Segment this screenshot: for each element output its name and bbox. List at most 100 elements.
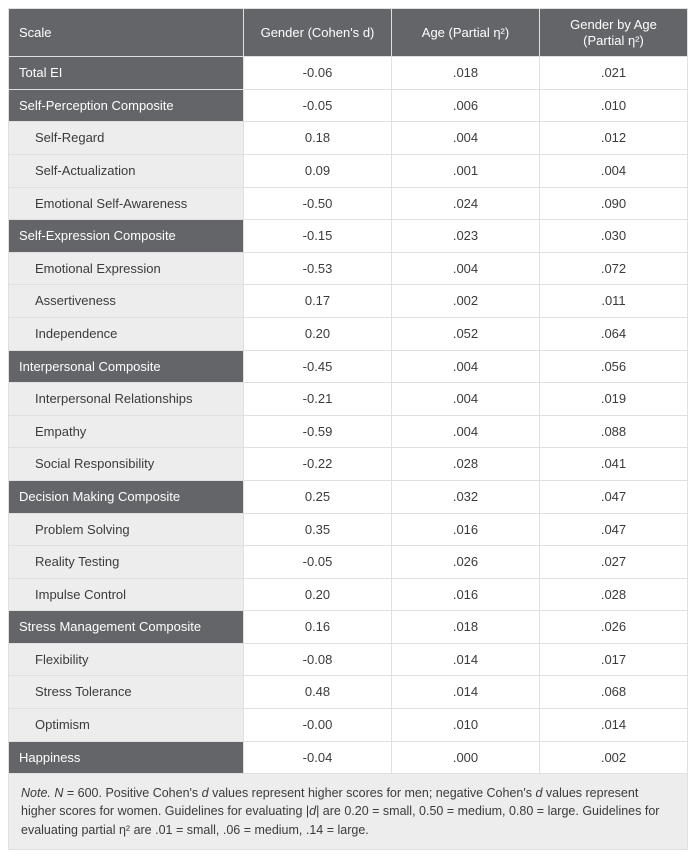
scale-cell: Impulse Control bbox=[9, 578, 244, 611]
gender-age-cell: .004 bbox=[540, 154, 688, 187]
gender-cell: -0.15 bbox=[244, 220, 392, 253]
scale-cell: Total EI bbox=[9, 57, 244, 90]
gender-cell: 0.09 bbox=[244, 154, 392, 187]
age-cell: .004 bbox=[392, 415, 540, 448]
table-row: Reality Testing-0.05.026.027 bbox=[9, 546, 688, 579]
age-cell: .032 bbox=[392, 480, 540, 513]
table-row: Stress Tolerance0.48.014.068 bbox=[9, 676, 688, 709]
table-row: Total EI-0.06.018.021 bbox=[9, 57, 688, 90]
gender-age-cell: .017 bbox=[540, 643, 688, 676]
scale-cell: Interpersonal Composite bbox=[9, 350, 244, 383]
age-cell: .026 bbox=[392, 546, 540, 579]
table-row: Assertiveness0.17.002.011 bbox=[9, 285, 688, 318]
gender-age-cell: .047 bbox=[540, 480, 688, 513]
scale-cell: Decision Making Composite bbox=[9, 480, 244, 513]
table-row: Self-Expression Composite-0.15.023.030 bbox=[9, 220, 688, 253]
scale-cell: Flexibility bbox=[9, 643, 244, 676]
scale-cell: Empathy bbox=[9, 415, 244, 448]
gender-cell: 0.20 bbox=[244, 578, 392, 611]
gender-cell: 0.25 bbox=[244, 480, 392, 513]
gender-cell: 0.17 bbox=[244, 285, 392, 318]
table-row: Self-Actualization0.09.001.004 bbox=[9, 154, 688, 187]
table-row: Problem Solving0.35.016.047 bbox=[9, 513, 688, 546]
scale-cell: Happiness bbox=[9, 741, 244, 774]
table-row: Independence0.20.052.064 bbox=[9, 317, 688, 350]
scale-cell: Self-Perception Composite bbox=[9, 89, 244, 122]
scale-cell: Optimism bbox=[9, 709, 244, 742]
age-cell: .004 bbox=[392, 383, 540, 416]
scale-cell: Self-Regard bbox=[9, 122, 244, 155]
age-cell: .014 bbox=[392, 643, 540, 676]
gender-age-cell: .019 bbox=[540, 383, 688, 416]
table-row: Stress Management Composite0.16.018.026 bbox=[9, 611, 688, 644]
table-row: Emotional Self-Awareness-0.50.024.090 bbox=[9, 187, 688, 220]
gender-cell: -0.45 bbox=[244, 350, 392, 383]
gender-cell: -0.53 bbox=[244, 252, 392, 285]
table-row: Decision Making Composite0.25.032.047 bbox=[9, 480, 688, 513]
gender-cell: -0.05 bbox=[244, 89, 392, 122]
scale-cell: Problem Solving bbox=[9, 513, 244, 546]
gender-age-cell: .027 bbox=[540, 546, 688, 579]
scale-cell: Independence bbox=[9, 317, 244, 350]
gender-cell: 0.20 bbox=[244, 317, 392, 350]
gender-cell: -0.59 bbox=[244, 415, 392, 448]
scale-cell: Interpersonal Relationships bbox=[9, 383, 244, 416]
scale-cell: Reality Testing bbox=[9, 546, 244, 579]
gender-cell: -0.04 bbox=[244, 741, 392, 774]
scale-cell: Self-Expression Composite bbox=[9, 220, 244, 253]
gender-age-cell: .041 bbox=[540, 448, 688, 481]
age-cell: .052 bbox=[392, 317, 540, 350]
scale-cell: Stress Tolerance bbox=[9, 676, 244, 709]
gender-age-cell: .088 bbox=[540, 415, 688, 448]
age-cell: .000 bbox=[392, 741, 540, 774]
age-cell: .018 bbox=[392, 611, 540, 644]
col-header-gender: Gender (Cohen's d) bbox=[244, 9, 392, 57]
gender-cell: 0.48 bbox=[244, 676, 392, 709]
table-note: Note. N = 600. Positive Cohen's d values… bbox=[8, 774, 688, 849]
gender-age-cell: .028 bbox=[540, 578, 688, 611]
table-row: Self-Perception Composite-0.05.006.010 bbox=[9, 89, 688, 122]
age-cell: .023 bbox=[392, 220, 540, 253]
age-cell: .028 bbox=[392, 448, 540, 481]
scale-cell: Assertiveness bbox=[9, 285, 244, 318]
gender-cell: -0.00 bbox=[244, 709, 392, 742]
gender-cell: 0.18 bbox=[244, 122, 392, 155]
gender-cell: -0.22 bbox=[244, 448, 392, 481]
age-cell: .014 bbox=[392, 676, 540, 709]
age-cell: .016 bbox=[392, 578, 540, 611]
table-row: Flexibility-0.08.014.017 bbox=[9, 643, 688, 676]
gender-cell: -0.08 bbox=[244, 643, 392, 676]
gender-age-cell: .011 bbox=[540, 285, 688, 318]
age-cell: .016 bbox=[392, 513, 540, 546]
gender-age-cell: .072 bbox=[540, 252, 688, 285]
table-header-row: Scale Gender (Cohen's d) Age (Partial η²… bbox=[9, 9, 688, 57]
gender-age-cell: .030 bbox=[540, 220, 688, 253]
table-row: Optimism-0.00.010.014 bbox=[9, 709, 688, 742]
gender-age-cell: .014 bbox=[540, 709, 688, 742]
age-cell: .004 bbox=[392, 350, 540, 383]
age-cell: .001 bbox=[392, 154, 540, 187]
scale-cell: Emotional Expression bbox=[9, 252, 244, 285]
scale-cell: Social Responsibility bbox=[9, 448, 244, 481]
gender-age-cell: .056 bbox=[540, 350, 688, 383]
gender-age-cell: .064 bbox=[540, 317, 688, 350]
gender-cell: -0.05 bbox=[244, 546, 392, 579]
scale-cell: Emotional Self-Awareness bbox=[9, 187, 244, 220]
gender-age-cell: .002 bbox=[540, 741, 688, 774]
table-row: Self-Regard0.18.004.012 bbox=[9, 122, 688, 155]
effect-size-table: Scale Gender (Cohen's d) Age (Partial η²… bbox=[8, 8, 688, 774]
col-header-gender-age: Gender by Age(Partial η²) bbox=[540, 9, 688, 57]
table-row: Emotional Expression-0.53.004.072 bbox=[9, 252, 688, 285]
table-row: Interpersonal Composite-0.45.004.056 bbox=[9, 350, 688, 383]
age-cell: .010 bbox=[392, 709, 540, 742]
gender-cell: -0.21 bbox=[244, 383, 392, 416]
scale-cell: Stress Management Composite bbox=[9, 611, 244, 644]
gender-age-cell: .068 bbox=[540, 676, 688, 709]
gender-cell: 0.35 bbox=[244, 513, 392, 546]
scale-cell: Self-Actualization bbox=[9, 154, 244, 187]
gender-cell: -0.06 bbox=[244, 57, 392, 90]
table-row: Impulse Control0.20.016.028 bbox=[9, 578, 688, 611]
col-header-scale: Scale bbox=[9, 9, 244, 57]
table-row: Social Responsibility-0.22.028.041 bbox=[9, 448, 688, 481]
gender-age-cell: .012 bbox=[540, 122, 688, 155]
